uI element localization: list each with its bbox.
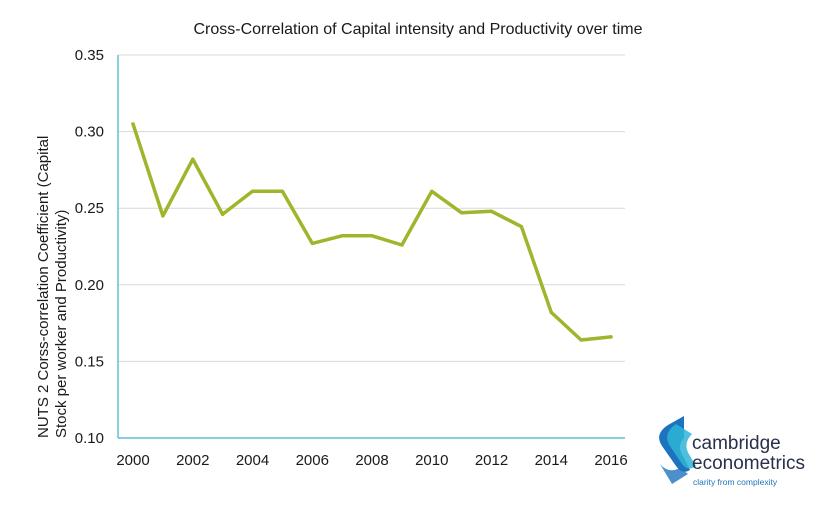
data-point: [131, 122, 135, 126]
data-point: [430, 189, 434, 193]
y-tick-label: 0.20: [75, 277, 104, 294]
y-axis-label-line1: NUTS 2 Corss-correlation Coefficient (Ca…: [35, 136, 52, 438]
data-point: [549, 310, 553, 314]
series-line: [131, 122, 613, 342]
data-point: [250, 189, 255, 193]
data-point: [370, 234, 374, 238]
data-point: [161, 214, 165, 218]
x-tick-label: 2006: [296, 452, 329, 469]
x-tick-label: 2004: [236, 452, 269, 469]
gridlines: [118, 54, 625, 362]
x-tick-label: 2014: [535, 452, 568, 469]
chart-title: Cross-Correlation of Capital intensity a…: [193, 21, 642, 38]
series-group: [131, 122, 613, 342]
y-tick-label: 0.30: [75, 124, 104, 141]
y-tick-labels: 0.35 0.30 0.25 0.20 0.15 0.10: [75, 47, 104, 447]
data-point: [400, 243, 404, 247]
x-tick-labels: 2000 2002 2004 2006 2008 2010 2012 2014 2016: [116, 452, 627, 469]
y-axis-label-line2: Stock per worker and Productivity): [53, 210, 70, 438]
data-point: [579, 338, 583, 342]
y-tick-label: 0.10: [75, 430, 104, 447]
axes: [117, 55, 625, 439]
data-point: [519, 224, 523, 229]
data-point: [460, 211, 464, 215]
x-tick-label: 2010: [415, 452, 448, 469]
y-axis-label: NUTS 2 Corss-correlation Coefficient (Ca…: [35, 136, 70, 438]
company-logo: cambridge econometrics clarity from comp…: [659, 416, 805, 487]
y-tick-label: 0.35: [75, 47, 104, 64]
data-point: [280, 189, 284, 193]
data-point: [310, 241, 314, 246]
x-tick-label: 2002: [176, 452, 209, 469]
y-tick-label: 0.15: [75, 353, 104, 370]
x-tick-label: 2016: [594, 452, 627, 469]
data-point: [221, 212, 225, 216]
x-tick-label: 2012: [475, 452, 508, 469]
logo-mark-icon: [659, 416, 696, 484]
x-tick-label: 2008: [355, 452, 388, 469]
data-point: [609, 335, 613, 339]
x-tick-label: 2000: [116, 452, 149, 469]
logo-line2: econometrics: [692, 453, 805, 474]
data-point: [191, 157, 195, 161]
data-point: [340, 234, 344, 238]
logo-tagline: clarity from complexity: [693, 477, 778, 487]
logo-line1: cambridge: [692, 433, 781, 454]
y-tick-label: 0.25: [75, 200, 104, 217]
data-point: [489, 209, 494, 213]
